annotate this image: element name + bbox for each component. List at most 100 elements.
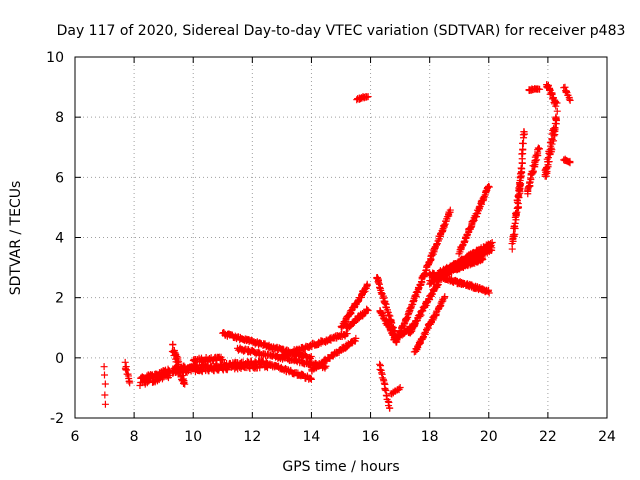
data-point	[512, 209, 520, 217]
data-point	[478, 254, 486, 262]
data-point	[101, 391, 109, 399]
data-point	[535, 145, 543, 153]
data-point	[402, 314, 410, 322]
data-point	[148, 372, 156, 380]
data-point	[180, 377, 188, 385]
data-point	[384, 308, 392, 316]
y-tick-label: 10	[46, 50, 64, 66]
data-point	[543, 167, 551, 175]
y-tick-label: 0	[55, 351, 64, 367]
y-tick-label: -2	[50, 411, 64, 427]
data-point	[376, 365, 384, 373]
data-point	[364, 93, 372, 101]
y-axis-label: SDTVAR / TECUs	[8, 181, 24, 296]
data-point	[218, 355, 226, 363]
data-point	[378, 374, 386, 382]
data-point	[566, 159, 574, 167]
data-point	[565, 95, 573, 103]
x-tick-label: 6	[71, 429, 80, 445]
data-point	[125, 377, 133, 385]
grid-lines	[75, 57, 607, 418]
data-point	[553, 107, 561, 115]
data-point	[547, 144, 555, 152]
data-point	[352, 334, 360, 342]
data-point	[165, 367, 173, 375]
data-point	[566, 96, 574, 104]
data-point	[360, 288, 368, 296]
data-point	[381, 299, 389, 307]
axis-ticks	[74, 56, 608, 419]
data-point	[100, 363, 108, 371]
data-point	[100, 371, 108, 379]
data-point	[343, 330, 351, 338]
data-point	[515, 193, 523, 201]
y-tick-label: 8	[55, 110, 64, 126]
chart-title: Day 117 of 2020, Sidereal Day-to-day VTE…	[57, 23, 626, 39]
data-point	[517, 164, 525, 172]
data-point	[169, 341, 177, 349]
data-point	[440, 221, 448, 229]
data-point	[363, 305, 371, 313]
data-point	[553, 99, 561, 107]
x-tick-label: 8	[130, 429, 139, 445]
data-point	[480, 193, 488, 201]
data-point	[548, 90, 556, 98]
x-tick-label: 18	[421, 429, 439, 445]
data-point	[375, 279, 383, 287]
y-tick-label: 6	[55, 170, 64, 186]
data-point	[551, 125, 559, 133]
data-point	[548, 140, 556, 148]
data-point	[408, 325, 416, 333]
data-point	[485, 182, 493, 190]
data-point	[524, 183, 532, 191]
data-point	[520, 128, 528, 136]
x-tick-label: 24	[598, 429, 616, 445]
x-axis-label: GPS time / hours	[282, 459, 399, 475]
x-tick-label: 20	[480, 429, 498, 445]
data-point	[307, 375, 315, 383]
data-point	[341, 319, 349, 327]
data-point	[306, 353, 314, 361]
data-point	[307, 352, 315, 360]
data-point	[420, 330, 428, 338]
data-point	[534, 144, 542, 152]
data-point	[511, 219, 519, 227]
y-tick-label: 4	[55, 231, 64, 247]
data-point	[101, 380, 109, 388]
data-point	[446, 206, 454, 214]
data-point	[485, 183, 493, 191]
data-point	[101, 400, 109, 408]
data-points	[100, 81, 574, 412]
x-tick-label: 10	[184, 429, 202, 445]
data-point	[433, 281, 441, 289]
data-point	[364, 306, 372, 314]
data-point	[386, 404, 394, 412]
data-point	[259, 357, 267, 365]
data-point	[536, 85, 544, 93]
data-point	[552, 102, 560, 110]
x-tick-label: 16	[362, 429, 380, 445]
data-point	[428, 290, 436, 298]
data-point	[378, 369, 386, 377]
data-point	[545, 158, 553, 166]
data-point	[381, 386, 389, 394]
data-point	[553, 115, 561, 123]
x-tick-label: 14	[303, 429, 321, 445]
data-point	[508, 245, 516, 253]
data-point	[485, 289, 493, 297]
data-point	[121, 358, 129, 366]
data-point	[514, 200, 522, 208]
data-point	[396, 383, 404, 391]
y-tick-label: 2	[55, 291, 64, 307]
data-point	[395, 385, 403, 393]
data-point	[516, 176, 524, 184]
data-point	[218, 356, 226, 364]
data-point	[441, 293, 449, 301]
data-point	[488, 239, 496, 247]
data-point	[181, 380, 189, 388]
x-tick-label: 22	[539, 429, 557, 445]
x-tick-label: 12	[243, 429, 261, 445]
